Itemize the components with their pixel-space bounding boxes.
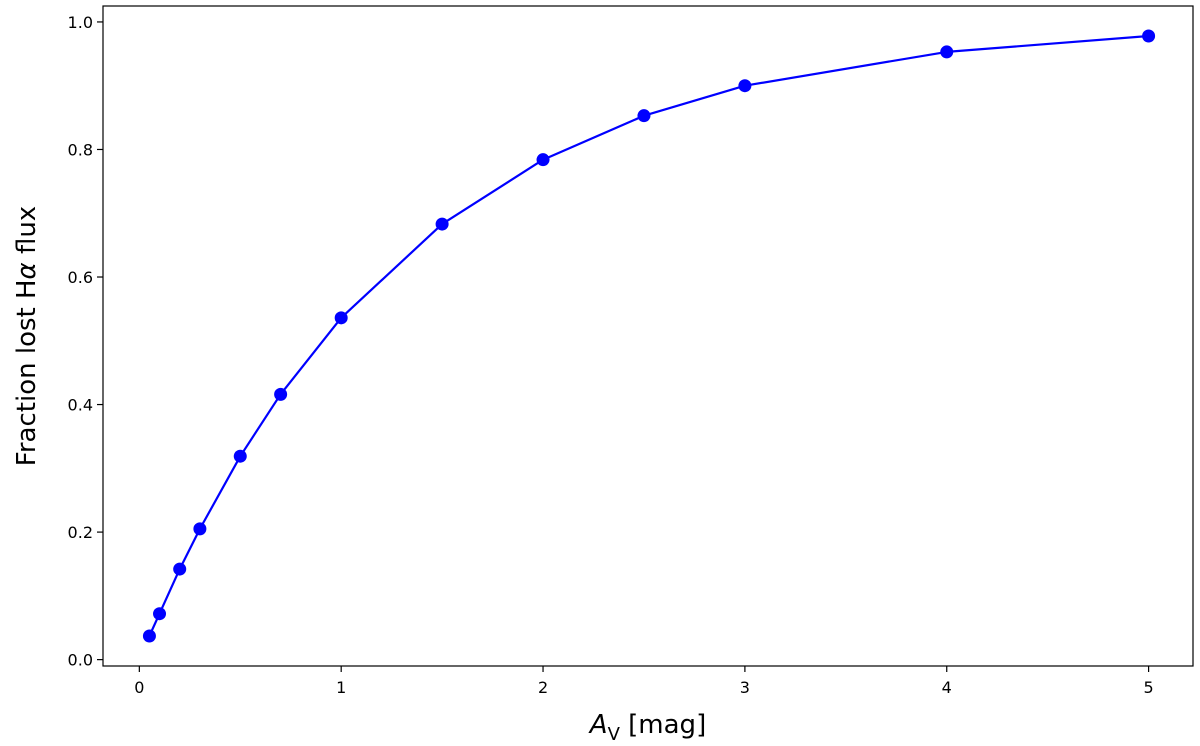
y-tick-label: 0.8 [68,140,93,159]
data-point [1142,29,1156,43]
x-axis-ticks: 0 1 2 3 4 5 [134,666,1154,697]
y-axis-title-before: Fraction lost H [12,279,42,466]
data-point [940,45,954,59]
data-point [435,217,449,231]
data-point [738,79,752,93]
x-axis-title-subscript: V [608,724,621,745]
data-point [637,109,651,123]
y-tick-label: 0.6 [68,268,93,287]
data-point [142,629,156,643]
x-tick-label: 3 [740,678,750,697]
y-axis-ticks: 0.0 0.2 0.4 0.6 0.8 1.0 [68,13,103,670]
y-tick-label: 1.0 [68,13,93,32]
data-point [153,607,167,621]
series-layer [142,29,1156,643]
plot-frame [102,5,1194,667]
data-point [233,449,247,463]
y-tick-label: 0.2 [68,523,93,542]
y-tick-label: 0.4 [68,396,93,415]
x-tick-label: 4 [942,678,952,697]
x-tick-label: 0 [134,678,144,697]
data-point [274,387,288,401]
data-point [193,522,207,536]
series-line [148,34,1149,637]
x-axis-title-rest: [mag] [620,710,706,740]
x-tick-label: 5 [1143,678,1153,697]
x-tick-label: 1 [336,678,346,697]
x-tick-label: 2 [538,678,548,697]
y-axis-title-after: flux [12,206,42,263]
x-axis-title-main: A [588,710,608,740]
data-point [173,562,187,576]
x-axis-title: AV [mag] [588,710,706,745]
y-axis-title-greek: α [12,262,42,279]
data-point [334,311,348,325]
data-point [536,153,550,167]
y-tick-label: 0.0 [68,651,93,670]
y-axis-title: Fraction lost Hα flux [12,206,42,466]
